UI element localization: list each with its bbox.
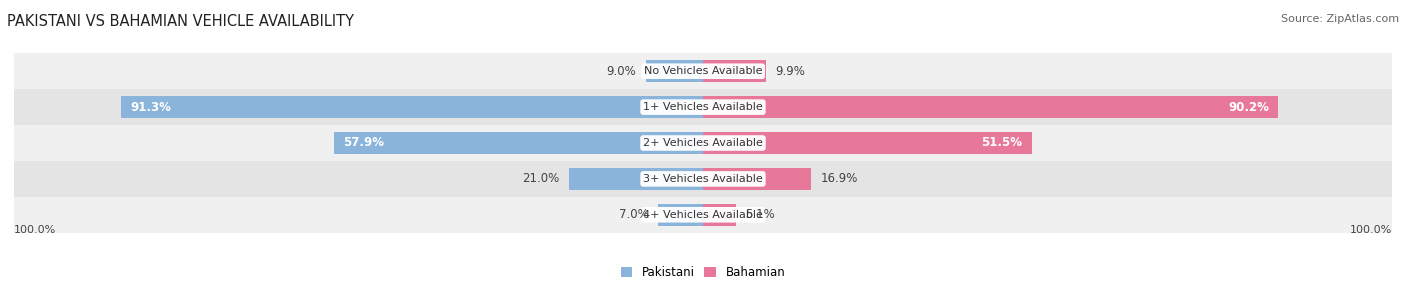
Text: 5.1%: 5.1% <box>745 208 775 221</box>
Bar <box>333 132 703 154</box>
Bar <box>569 168 703 190</box>
Text: 4+ Vehicles Available: 4+ Vehicles Available <box>643 210 763 220</box>
Text: 7.0%: 7.0% <box>619 208 648 221</box>
Text: 2+ Vehicles Available: 2+ Vehicles Available <box>643 138 763 148</box>
Bar <box>1 161 1405 197</box>
Text: 9.9%: 9.9% <box>776 65 806 78</box>
Text: No Vehicles Available: No Vehicles Available <box>644 66 762 76</box>
Text: Source: ZipAtlas.com: Source: ZipAtlas.com <box>1281 14 1399 24</box>
Bar <box>1 197 1405 233</box>
Bar <box>1 89 1405 125</box>
Text: PAKISTANI VS BAHAMIAN VEHICLE AVAILABILITY: PAKISTANI VS BAHAMIAN VEHICLE AVAILABILI… <box>7 14 354 29</box>
Bar <box>703 60 766 82</box>
Text: 57.9%: 57.9% <box>343 136 384 150</box>
Bar <box>121 96 703 118</box>
Bar <box>703 132 1032 154</box>
Text: 100.0%: 100.0% <box>14 225 56 235</box>
Bar <box>658 204 703 226</box>
Bar <box>1 53 1405 89</box>
Text: 16.9%: 16.9% <box>820 172 858 185</box>
Bar <box>703 204 735 226</box>
Legend: Pakistani, Bahamian: Pakistani, Bahamian <box>616 261 790 283</box>
Bar <box>703 96 1278 118</box>
Text: 51.5%: 51.5% <box>981 136 1022 150</box>
Text: 3+ Vehicles Available: 3+ Vehicles Available <box>643 174 763 184</box>
Bar <box>645 60 703 82</box>
Text: 21.0%: 21.0% <box>522 172 560 185</box>
Text: 1+ Vehicles Available: 1+ Vehicles Available <box>643 102 763 112</box>
Text: 100.0%: 100.0% <box>1350 225 1392 235</box>
Text: 91.3%: 91.3% <box>131 101 172 114</box>
Text: 90.2%: 90.2% <box>1227 101 1268 114</box>
Bar <box>703 168 811 190</box>
Text: 9.0%: 9.0% <box>606 65 636 78</box>
Bar <box>1 125 1405 161</box>
